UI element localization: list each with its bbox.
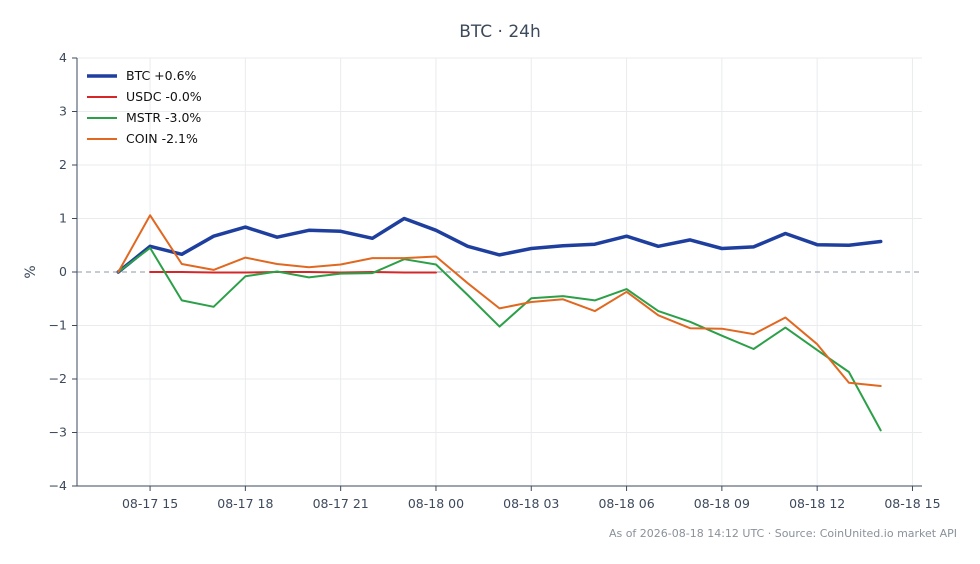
chart-title: BTC · 24h	[459, 22, 541, 42]
legend-label-coin: COIN -2.1%	[126, 131, 198, 146]
y-tick-label: −3	[49, 425, 67, 440]
series-line-coin	[117, 214, 882, 387]
legend: BTC +0.6% USDC -0.0% MSTR -3.0% COIN -2.1%	[87, 68, 202, 146]
x-tick-label: 08-17 15	[122, 496, 178, 511]
y-tick-label: −4	[49, 478, 67, 493]
footer-source-note: As of 2026-08-18 14:12 UTC · Source: Coi…	[609, 527, 957, 540]
grid-layer	[77, 57, 922, 487]
x-tick-label: 08-18 12	[789, 496, 845, 511]
legend-label-mstr: MSTR -3.0%	[126, 110, 201, 125]
y-tick-label: 0	[59, 264, 67, 279]
axis-layer: −4 −3 −2 −1 0 1 2 3 4 08-17 15 08-17 18 08-17 21 08-…	[49, 50, 941, 511]
y-tick-label: 1	[59, 211, 67, 226]
x-tick-label: 08-17 18	[217, 496, 273, 511]
legend-label-usdc: USDC -0.0%	[126, 89, 202, 104]
series-line-mstr	[117, 246, 882, 432]
x-tick-label: 08-18 03	[503, 496, 559, 511]
x-tick-label: 08-18 15	[884, 496, 940, 511]
y-tick-label: −1	[49, 318, 67, 333]
series-line-usdc	[149, 271, 437, 274]
x-tick-label: 08-18 06	[598, 496, 654, 511]
y-axis-label: %	[23, 265, 39, 278]
series-layer	[116, 214, 883, 432]
legend-label-btc: BTC +0.6%	[126, 68, 197, 83]
series-line-btc	[116, 216, 883, 274]
y-tick-label: 4	[59, 50, 67, 65]
x-tick-label: 08-18 09	[694, 496, 750, 511]
x-tick-label: 08-17 21	[313, 496, 369, 511]
x-tick-label: 08-18 00	[408, 496, 464, 511]
y-tick-label: 3	[59, 104, 67, 119]
y-tick-label: −2	[49, 371, 67, 386]
y-tick-label: 2	[59, 157, 67, 172]
